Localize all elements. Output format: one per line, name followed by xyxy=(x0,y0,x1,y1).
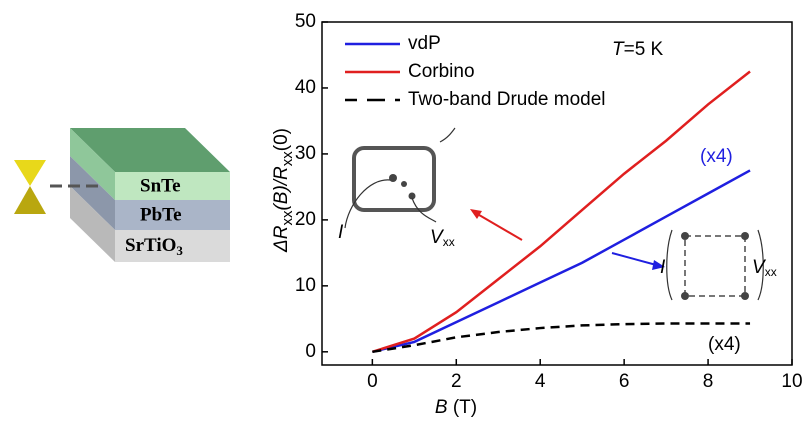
temperature-label: T=5 K xyxy=(612,39,664,60)
voltage-label: Vxx xyxy=(430,227,455,249)
y-tick-label: 40 xyxy=(295,77,316,98)
y-axis-label: ΔRxx(B)/Rxx(0) xyxy=(271,128,296,253)
y-tick-label: 30 xyxy=(295,143,316,164)
x-tick-label: 6 xyxy=(619,371,630,392)
layer-label: PbTe xyxy=(140,204,182,225)
x-tick-label: 0 xyxy=(367,371,378,392)
x-tick-label: 4 xyxy=(535,371,546,392)
layer-label: SrTiO3 xyxy=(125,235,183,258)
scale-label: (x4) xyxy=(708,334,741,355)
series-line xyxy=(371,70,751,354)
sample-stack xyxy=(14,128,230,262)
plot-frame xyxy=(321,21,793,366)
series-line xyxy=(372,322,751,354)
scale-label: (x4) xyxy=(700,146,733,167)
x-tick-label: 2 xyxy=(451,371,462,392)
plot: 0 2 4 6 8 10 0 10 20 30 40 50 vdP Corbino Two-band Dru… xyxy=(295,11,803,392)
corbino-inset xyxy=(344,127,523,241)
y-tick-label: 20 xyxy=(295,209,316,230)
x-tick-label: 8 xyxy=(703,371,714,392)
current-label: I xyxy=(660,257,666,278)
series-line xyxy=(372,169,751,354)
x-axis-label: B (T) xyxy=(435,397,477,418)
legend-label: Corbino xyxy=(408,61,475,82)
y-tick-label: 50 xyxy=(295,11,316,32)
legend-label: Two-band Drude model xyxy=(408,89,606,110)
voltage-label: Vxx xyxy=(752,257,777,279)
x-tick-label: 10 xyxy=(781,371,802,392)
vdp-inset xyxy=(611,229,764,301)
layer-label: SnTe xyxy=(140,175,181,196)
y-tick-label: 10 xyxy=(295,275,316,296)
current-label: I xyxy=(338,222,344,243)
legend-label: vdP xyxy=(408,33,441,54)
y-tick-label: 0 xyxy=(305,341,316,362)
